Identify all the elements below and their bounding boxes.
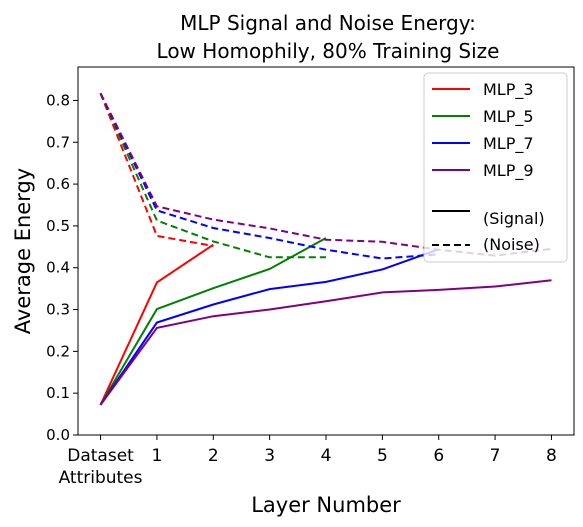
series-mlp-9-signal-line (99, 279, 552, 406)
legend-label: (Signal) (483, 209, 545, 228)
y-tick-label: 0.4 (46, 259, 70, 277)
x-tick-label: 3 (264, 446, 275, 466)
y-tick-label: 0.1 (46, 384, 70, 402)
x-tick-label: 4 (321, 446, 332, 466)
y-tick-label: 0.5 (46, 217, 70, 235)
x-axis-ticks: Dataset 1 2 3 4 5 6 7 8 Attributes (59, 435, 557, 488)
x-tick-label: 6 (433, 446, 444, 466)
plot-frame (77, 66, 575, 436)
chart-subtitle: Low Homophily, 80% Training Size (157, 39, 500, 63)
x-tick-label: 5 (377, 446, 388, 466)
y-tick-label: 0.2 (46, 342, 70, 360)
x-tick-label: Dataset (67, 446, 134, 466)
y-tick-label: 0.3 (46, 301, 70, 319)
x-tick-label: 8 (546, 446, 557, 466)
series-mlp-7-signal-line (99, 248, 440, 406)
series-mlp-3-noise-line (99, 92, 214, 247)
legend-label: MLP_9 (483, 161, 534, 181)
legend: MLP_3 MLP_5 MLP_7 MLP_9 (Signal) (Noise) (423, 72, 568, 263)
x-axis-label: Layer Number (251, 493, 401, 517)
y-axis-ticks: 0.0 0.1 0.2 0.3 0.4 0.5 0.6 0.7 0.8 (46, 91, 78, 444)
series-mlp-3-signal-line (99, 243, 214, 406)
x-tick-label: 1 (151, 446, 162, 466)
y-tick-label: 0.8 (46, 91, 70, 109)
y-tick-label: 0.0 (46, 426, 70, 444)
y-axis-label: Average Energy (11, 168, 35, 334)
legend-label: MLP_5 (483, 107, 534, 127)
plot-lines (99, 92, 552, 406)
legend-label: MLP_7 (483, 134, 534, 154)
series-mlp-5-signal-line (99, 237, 327, 406)
y-tick-label: 0.6 (46, 175, 70, 193)
chart-title: MLP Signal and Noise Energy: (180, 11, 476, 35)
x-tick-label: 7 (490, 446, 501, 466)
legend-label: (Noise) (483, 235, 540, 254)
series-mlp-5-noise-line (99, 92, 326, 259)
legend-box (423, 72, 568, 263)
series-mlp-9-noise-line (99, 92, 552, 257)
series-mlp-7-noise-line (99, 92, 439, 260)
legend-label: MLP_3 (483, 80, 534, 100)
x-tick-sublabel: Attributes (59, 468, 143, 488)
y-tick-label: 0.7 (46, 133, 70, 151)
x-tick-label: 2 (208, 446, 219, 466)
